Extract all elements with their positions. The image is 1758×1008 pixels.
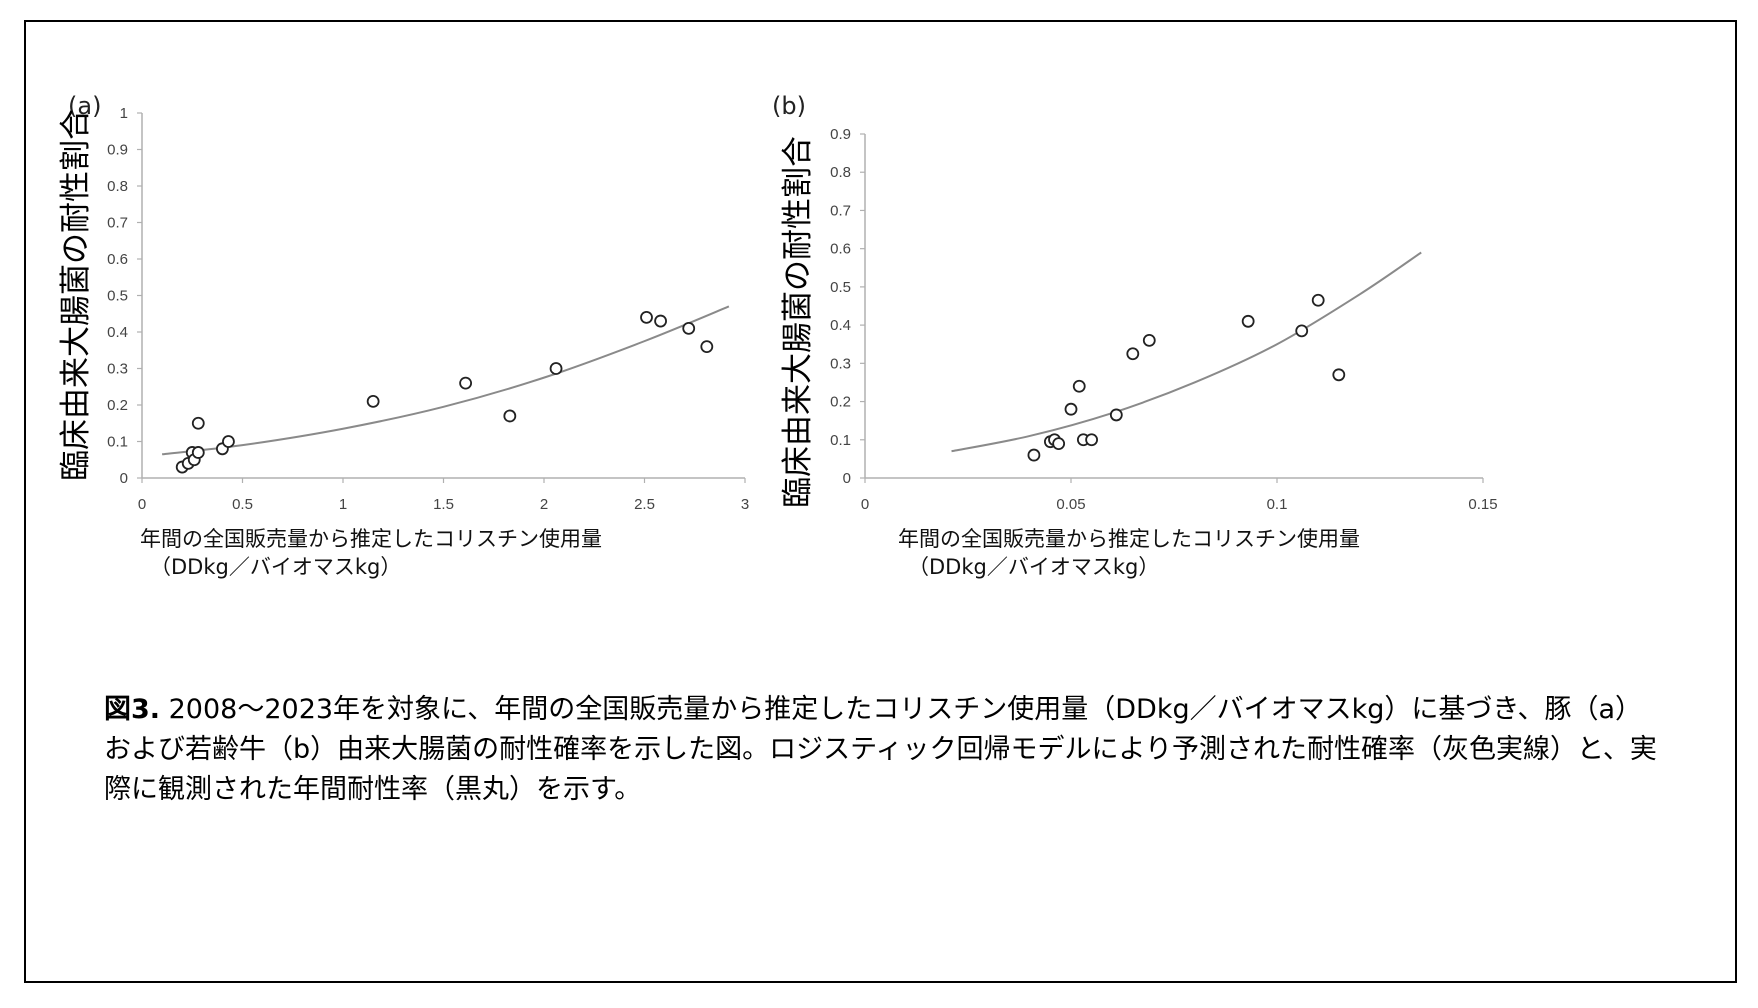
- a-y-tick-label: 0: [120, 470, 128, 487]
- b-y-tick-label: 0: [843, 470, 851, 487]
- a-x-axis-label-line1: 年間の全国販売量から推定したコリスチン使用量: [140, 527, 602, 551]
- a-data-point: [503, 409, 517, 423]
- a-data-point: [654, 314, 667, 328]
- a-x-tick-label: 0.5: [232, 496, 253, 513]
- a-y-axis-label: 臨床由来大腸菌の耐性割合: [58, 109, 94, 481]
- a-fit-line: [161, 305, 730, 456]
- a-y-tick-label: 0.1: [107, 434, 128, 451]
- b-x-axis-label-line1: 年間の全国販売量から推定したコリスチン使用量: [898, 527, 1360, 551]
- caption-text: 2008～2023年を対象に、年間の全国販売量から推定したコリスチン使用量（DD…: [104, 694, 1657, 805]
- a-y-tick-label: 0.8: [107, 178, 128, 195]
- b-data-point: [1072, 379, 1086, 393]
- b-data-point: [1085, 433, 1098, 447]
- a-y-tick-label: 1: [120, 105, 128, 122]
- b-y-axis-label: 臨床由来大腸菌の耐性割合: [780, 136, 816, 508]
- a-x-tick-label: 3: [741, 496, 749, 513]
- b-x-tick-label: 0.05: [1056, 496, 1085, 513]
- a-data-point: [191, 416, 205, 430]
- b-x-tick-label: 0: [861, 496, 869, 513]
- b-y-tick-label: 0.2: [830, 394, 851, 411]
- b-data-point: [1241, 314, 1255, 328]
- caption-label: 図3.: [104, 694, 161, 725]
- b-y-tick-label: 0.5: [830, 279, 851, 296]
- b-y-tick-label: 0.6: [830, 241, 851, 258]
- chart-b: 0 0.1 0.2 0.3 0.4 0.5 0.6 0.7 0.8 0.9 0 0.05 0.1 0.15…: [772, 92, 1498, 579]
- a-y-tick-label: 0.2: [107, 397, 128, 414]
- b-data-point: [1052, 437, 1066, 451]
- a-data-point: [549, 362, 563, 375]
- b-x-tick-label: 0.15: [1468, 496, 1497, 513]
- figure-caption: 図3. 2008～2023年を対象に、年間の全国販売量から推定したコリスチン使用…: [104, 690, 1664, 810]
- a-data-point: [459, 376, 473, 390]
- a-x-tick-label: 2: [540, 496, 548, 513]
- b-data-point: [1311, 293, 1325, 307]
- a-y-tick-label: 0.9: [107, 142, 128, 159]
- a-panel-label: (a): [68, 92, 101, 120]
- b-data-point: [1027, 448, 1041, 462]
- a-data-point: [640, 310, 653, 324]
- a-x-tick-label: 1: [339, 496, 347, 513]
- a-data-point: [682, 321, 696, 335]
- a-data-point: [366, 394, 380, 408]
- b-x-axis-label-line2: （DDkg／バイオマスkg）: [908, 555, 1159, 579]
- a-y-tick-label: 0.5: [107, 288, 128, 305]
- b-data-point: [1064, 402, 1078, 416]
- b-data-point: [1142, 333, 1156, 347]
- b-data-point: [1126, 347, 1140, 361]
- a-y-tick-label: 0.6: [107, 251, 128, 268]
- b-data-point: [1332, 368, 1346, 382]
- b-y-tick-label: 0.8: [830, 164, 851, 181]
- b-panel-label: (b): [772, 92, 806, 120]
- b-y-tick-label: 0.3: [830, 355, 851, 372]
- figure-frame: [24, 20, 1737, 983]
- a-x-tick-label: 1.5: [433, 496, 454, 513]
- a-y-tick-label: 0.7: [107, 215, 128, 232]
- a-y-tick-label: 0.3: [107, 361, 128, 378]
- b-x-tick-label: 0.1: [1267, 496, 1288, 513]
- a-y-tick-label: 0.4: [107, 324, 128, 341]
- b-y-tick-label: 0.4: [830, 317, 851, 334]
- b-data-point: [1109, 408, 1123, 422]
- chart-a: 0 0.1 0.2 0.3 0.4 0.5 0.6 0.7 0.8 0.9 1 0 0.5 1 1.5 2 2.…: [58, 92, 749, 579]
- a-x-axis-label-line2: （DDkg／バイオマスkg）: [150, 555, 401, 579]
- b-y-tick-label: 0.9: [830, 126, 851, 143]
- a-data-point: [191, 446, 205, 459]
- b-y-tick-label: 0.1: [830, 432, 851, 449]
- a-x-tick-label: 0: [138, 496, 146, 513]
- a-data-point: [700, 340, 714, 354]
- a-x-tick-label: 2.5: [634, 496, 655, 513]
- b-data-point: [1295, 324, 1309, 338]
- a-data-point: [222, 435, 235, 448]
- b-y-tick-label: 0.7: [830, 202, 851, 219]
- b-fit-line: [951, 251, 1422, 453]
